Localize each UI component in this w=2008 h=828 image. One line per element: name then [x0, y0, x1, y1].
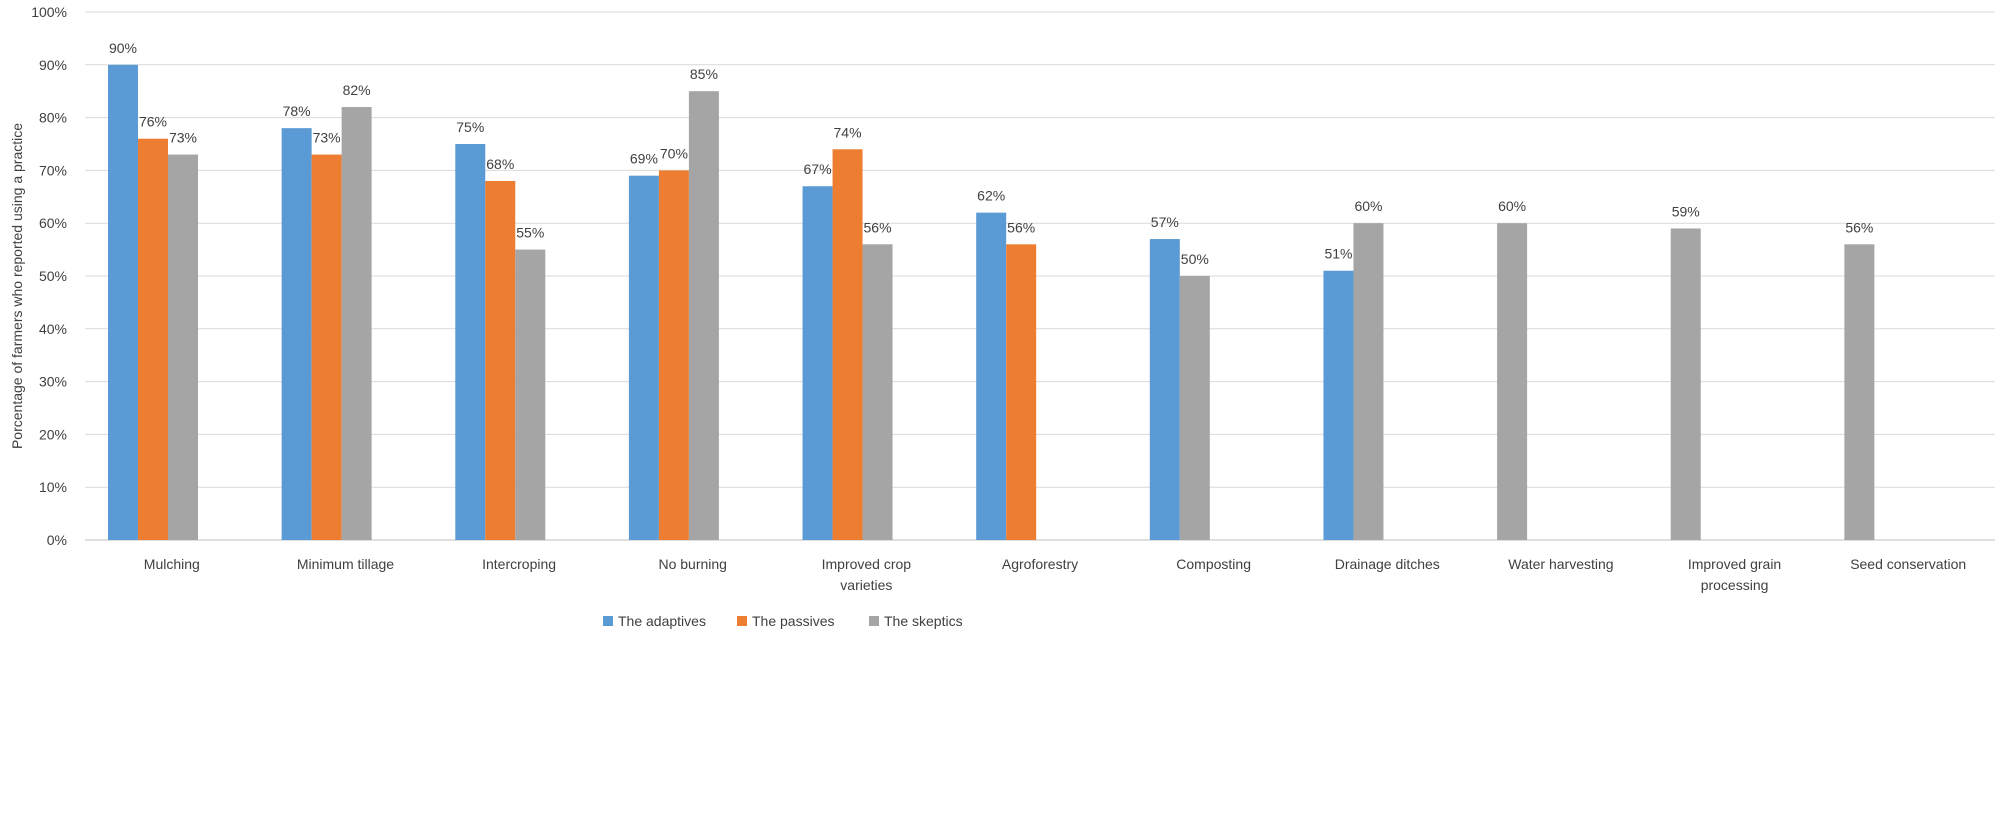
x-tick-label: Improved crop	[822, 556, 912, 572]
y-tick-label: 40%	[39, 321, 67, 337]
axis-layer: 0% 10% 20% 30% 40% 50% 60% 70% 80% 90% 100% Porcent…	[9, 4, 1966, 593]
data-label: 60%	[1498, 198, 1526, 214]
data-label: 60%	[1354, 198, 1382, 214]
legend-label: The adaptives	[618, 613, 706, 629]
y-tick-label: 0%	[47, 532, 67, 548]
bar-the-skeptics	[168, 154, 198, 540]
legend-label: The skeptics	[884, 613, 963, 629]
data-label: 70%	[660, 145, 688, 161]
bar-the-skeptics	[1670, 228, 1701, 541]
legend-swatch-the-passives	[737, 616, 747, 626]
y-tick-label: 50%	[39, 268, 67, 284]
bar-the-adaptives	[802, 186, 833, 541]
bar-the-skeptics	[688, 91, 719, 540]
data-label: 85%	[690, 66, 718, 82]
bar-the-skeptics	[1844, 244, 1875, 540]
data-label: 73%	[169, 130, 197, 146]
data-label: 57%	[1151, 214, 1179, 230]
bar-the-skeptics	[1353, 223, 1384, 540]
data-label: 55%	[516, 225, 544, 241]
bar-the-adaptives	[976, 212, 1007, 540]
x-tick-label: No burning	[658, 556, 727, 572]
data-label: 56%	[1007, 219, 1035, 235]
bar-the-adaptives	[455, 144, 486, 540]
bars-layer	[108, 64, 1875, 541]
x-tick-label: Improved grain	[1688, 556, 1781, 572]
data-label: 68%	[486, 156, 514, 172]
data-label: 76%	[139, 114, 167, 130]
x-tick-label: processing	[1701, 577, 1769, 593]
data-label: 69%	[630, 151, 658, 167]
bar-the-skeptics	[515, 249, 546, 540]
bar-the-passives	[311, 154, 342, 540]
data-label: 74%	[834, 124, 862, 140]
bar-the-adaptives	[1149, 239, 1180, 541]
data-label: 90%	[109, 40, 137, 56]
x-tick-label: Composting	[1176, 556, 1251, 572]
x-tick-label: Agroforestry	[1002, 556, 1078, 572]
y-tick-label: 80%	[39, 110, 67, 126]
y-axis-title: Porcentage of farmers who reported using…	[9, 123, 25, 449]
bar-the-adaptives	[108, 64, 138, 541]
y-tick-label: 20%	[39, 426, 67, 442]
data-label: 67%	[804, 161, 832, 177]
data-label: 56%	[1845, 219, 1873, 235]
bar-the-adaptives	[281, 128, 312, 540]
bar-the-passives	[658, 170, 689, 540]
legend-swatch-the-adaptives	[603, 616, 613, 626]
x-tick-label: varieties	[840, 577, 892, 593]
bar-the-passives	[485, 180, 516, 540]
data-label: 56%	[864, 219, 892, 235]
bar-the-skeptics	[341, 107, 372, 540]
grid-layer	[85, 11, 1995, 541]
x-tick-label: Water harvesting	[1508, 556, 1613, 572]
bar-the-adaptives	[628, 175, 659, 540]
x-tick-label: Drainage ditches	[1335, 556, 1440, 572]
bar-the-skeptics	[862, 244, 893, 540]
bar-the-passives	[1006, 244, 1037, 540]
data-label: 50%	[1181, 251, 1209, 267]
y-tick-label: 100%	[31, 4, 67, 20]
data-label: 78%	[283, 103, 311, 119]
x-tick-label: Intercroping	[482, 556, 556, 572]
legend-swatch-the-skeptics	[869, 616, 879, 626]
y-tick-label: 10%	[39, 479, 67, 495]
bar-the-skeptics	[1179, 276, 1210, 540]
data-label: 62%	[977, 188, 1005, 204]
y-tick-label: 30%	[39, 374, 67, 390]
data-label: 82%	[343, 82, 371, 98]
data-label: 75%	[456, 119, 484, 135]
bar-the-skeptics	[1497, 223, 1528, 540]
bar-the-passives	[138, 138, 168, 540]
y-tick-label: 70%	[39, 162, 67, 178]
data-label: 73%	[313, 130, 341, 146]
x-tick-label: Mulching	[144, 556, 200, 572]
data-label: 51%	[1324, 246, 1352, 262]
legend: The adaptives The passives The skeptics	[603, 613, 963, 629]
data-label: 59%	[1672, 203, 1700, 219]
bar-the-passives	[832, 149, 863, 540]
x-tick-label: Seed conservation	[1850, 556, 1966, 572]
y-tick-label: 60%	[39, 215, 67, 231]
data-labels-layer: 90%76%73%78%73%82%75%68%55%69% 70%85%67%7…	[109, 40, 1873, 267]
x-tick-label: Minimum tillage	[297, 556, 394, 572]
y-tick-label: 90%	[39, 57, 67, 73]
legend-label: The passives	[752, 613, 834, 629]
bar-the-adaptives	[1323, 270, 1354, 540]
